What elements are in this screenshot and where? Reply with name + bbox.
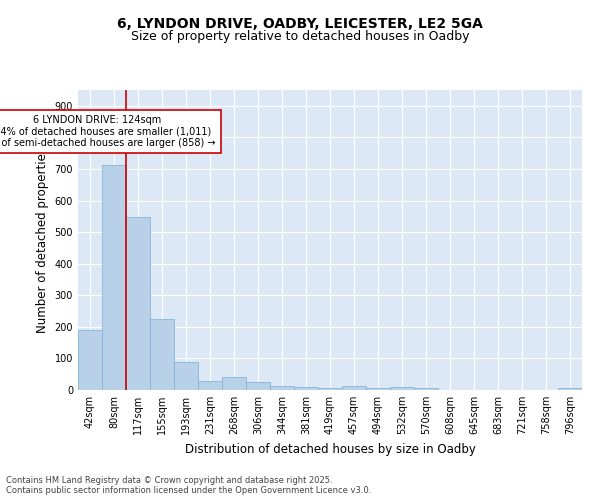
Bar (150, 319, 174, 390)
Text: 6, LYNDON DRIVE, OADBY, LEICESTER, LE2 5GA: 6, LYNDON DRIVE, OADBY, LEICESTER, LE2 5… (117, 18, 483, 32)
Bar (414, 388, 438, 390)
Bar (366, 388, 390, 390)
X-axis label: Distribution of detached houses by size in Oadby: Distribution of detached houses by size … (185, 442, 475, 456)
Bar (558, 388, 582, 390)
Y-axis label: Number of detached properties: Number of detached properties (36, 147, 49, 333)
Bar (246, 382, 270, 390)
Bar (126, 217, 150, 390)
Text: Size of property relative to detached houses in Oadby: Size of property relative to detached ho… (131, 30, 469, 43)
Bar (102, 165, 126, 390)
Text: 6 LYNDON DRIVE: 124sqm
← 54% of detached houses are smaller (1,011)
46% of semi-: 6 LYNDON DRIVE: 124sqm ← 54% of detached… (0, 116, 216, 148)
Bar (198, 380, 222, 390)
Bar (342, 386, 366, 390)
Bar (270, 386, 294, 390)
Bar (294, 387, 318, 390)
Bar (318, 388, 342, 390)
Bar (222, 378, 246, 390)
Text: Contains HM Land Registry data © Crown copyright and database right 2025.
Contai: Contains HM Land Registry data © Crown c… (6, 476, 371, 495)
Bar (390, 388, 414, 390)
Bar (174, 362, 198, 390)
Bar (78, 330, 102, 390)
